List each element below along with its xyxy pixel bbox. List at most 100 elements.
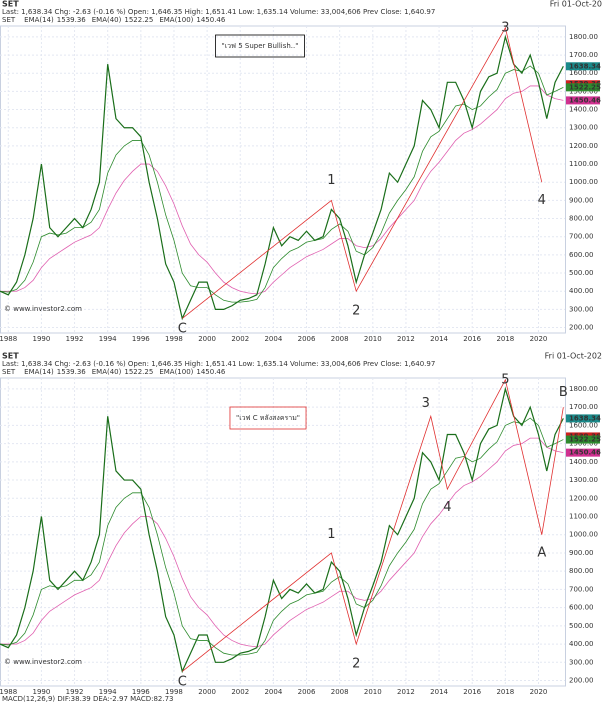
x-tick-label: 1992 (66, 335, 84, 343)
price-tag-label: 1638.34 (569, 62, 601, 70)
x-tick-label: 1996 (132, 335, 150, 343)
legend-name: EMA(100) (159, 368, 193, 376)
y-tick-label: 1300.00 (569, 124, 598, 132)
callout-text: "เวฟ 5 Super Bullish.." (222, 42, 299, 50)
x-tick-label: 2000 (198, 335, 216, 343)
price-line (0, 437, 564, 648)
legend-name: EMA(40) (92, 16, 122, 24)
y-tick-label: 200.00 (569, 324, 594, 332)
price-line (0, 386, 564, 674)
x-tick-label: 1998 (165, 688, 183, 696)
y-tick-label: 1300.00 (569, 476, 598, 484)
wave-label: 2 (352, 304, 360, 319)
legend-name: SET (2, 16, 16, 24)
y-tick-label: 500.00 (569, 622, 594, 630)
x-tick-label: 2014 (430, 688, 448, 696)
y-tick-label: 700.00 (569, 233, 594, 241)
y-tick-label: 1200.00 (569, 142, 598, 150)
y-tick-label: 1500.00 (569, 87, 598, 95)
y-tick-label: 1000.00 (569, 531, 598, 539)
plot-frame (0, 25, 566, 334)
x-tick-label: 1988 (0, 335, 17, 343)
y-tick-label: 700.00 (569, 585, 594, 593)
y-tick-label: 900.00 (569, 196, 594, 204)
quote-info: Last: 1,638.34 Chg: -2.63 (-0.16 %) Open… (2, 360, 435, 368)
legend-name: EMA(14) (24, 368, 54, 376)
price-tag (566, 96, 600, 105)
y-tick-label: 200.00 (569, 677, 594, 685)
price-tag-label: 1450.46 (569, 449, 601, 457)
y-tick-label: 1400.00 (569, 106, 598, 114)
y-tick-label: 400.00 (569, 640, 594, 648)
y-tick-label: 1700.00 (569, 51, 598, 59)
x-tick-label: 1988 (0, 688, 17, 696)
x-tick-label: 2012 (397, 335, 415, 343)
y-tick-label: 1100.00 (569, 160, 598, 168)
x-tick-label: 2020 (530, 335, 548, 343)
watermark: © www.investor2.com (4, 305, 82, 313)
x-tick-label: 2004 (264, 335, 282, 343)
wave-label: 4 (538, 193, 546, 208)
callout-box (215, 34, 305, 58)
y-tick-label: 600.00 (569, 604, 594, 612)
wave-line (182, 26, 543, 319)
callout-text: "เวฟ C หลังสงคราม" (236, 414, 300, 422)
x-tick-label: 2012 (397, 688, 415, 696)
wave-label: 1 (327, 527, 335, 542)
y-tick-label: 800.00 (569, 215, 594, 223)
legend-value: 1450.46 (196, 16, 225, 24)
price-tag (566, 448, 600, 457)
symbol: SET (2, 352, 19, 361)
x-tick-label: 1998 (165, 335, 183, 343)
legend-name: SET (2, 368, 16, 376)
y-tick-label: 300.00 (569, 305, 594, 313)
x-tick-label: 2002 (231, 335, 249, 343)
y-tick-label: 1000.00 (569, 178, 598, 186)
legend-value: 1522.25 (124, 16, 153, 24)
wave-line (182, 378, 564, 672)
x-tick-label: 1992 (66, 688, 84, 696)
wave-label: B (559, 385, 568, 400)
x-tick-label: 2014 (430, 335, 448, 343)
wave-label: 1 (327, 173, 335, 188)
y-tick-label: 800.00 (569, 567, 594, 575)
price-tag (566, 62, 600, 71)
y-tick-label: 1400.00 (569, 458, 598, 466)
price-line (0, 85, 564, 295)
wave-label: C (178, 675, 187, 690)
wave-label: 4 (443, 500, 451, 515)
price-line (0, 417, 564, 656)
date: Fri 01-Oct-20 (550, 0, 602, 9)
x-tick-label: 2006 (298, 335, 316, 343)
y-tick-label: 1500.00 (569, 440, 598, 448)
quote-info: Last: 1,638.34 Chg: -2.63 (-0.16 %) Open… (2, 8, 435, 16)
y-tick-label: 1100.00 (569, 513, 598, 521)
y-tick-label: 400.00 (569, 287, 594, 295)
wave-label: 5 (501, 373, 509, 388)
legend-name: EMA(100) (159, 16, 193, 24)
x-tick-label: 2018 (496, 688, 514, 696)
legend-value: 1522.25 (124, 368, 153, 376)
y-tick-label: 600.00 (569, 251, 594, 259)
x-tick-label: 2010 (364, 335, 382, 343)
x-tick-label: 2006 (298, 688, 316, 696)
y-tick-label: 1600.00 (569, 69, 598, 77)
x-tick-label: 1990 (33, 335, 51, 343)
plot-frame (0, 377, 566, 687)
macd-info: MACD(12,26,9) DIF:38.39 DEA:-2.97 MACD:8… (2, 695, 174, 703)
wave-label: 2 (352, 657, 360, 672)
x-tick-label: 1990 (33, 688, 51, 696)
price-line (0, 34, 564, 321)
price-tag-label: 1522.25 (569, 83, 601, 91)
x-tick-label: 2008 (331, 688, 349, 696)
price-tag (566, 414, 600, 423)
x-tick-label: 2010 (364, 688, 382, 696)
x-tick-label: 2016 (463, 335, 481, 343)
price-tag-label: 1638.34 (569, 414, 601, 422)
y-tick-label: 500.00 (569, 269, 594, 277)
x-tick-label: 1996 (132, 688, 150, 696)
x-tick-label: 2008 (331, 335, 349, 343)
price-tag-label: 1522.25 (569, 436, 601, 444)
